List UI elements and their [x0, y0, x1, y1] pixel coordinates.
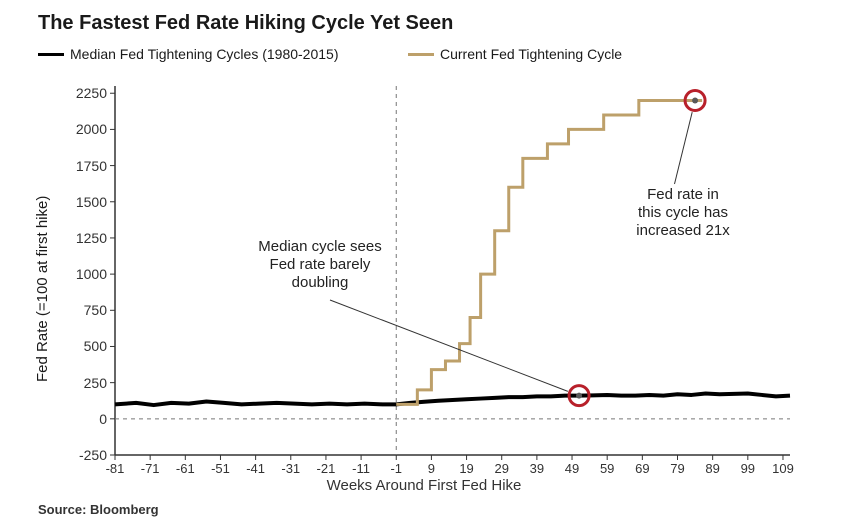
x-tick: 29 [486, 461, 518, 476]
x-tick: -41 [240, 461, 272, 476]
annotation-current: Fed rate inthis cycle hasincreased 21x [598, 186, 768, 240]
x-tick: 99 [732, 461, 764, 476]
y-tick: 1750 [76, 158, 107, 174]
x-tick: 79 [662, 461, 694, 476]
annotation-median: Median cycle seesFed rate barelydoubling [220, 238, 420, 292]
x-tick: 9 [415, 461, 447, 476]
y-tick: 1250 [76, 230, 107, 246]
x-tick: -1 [380, 461, 412, 476]
x-tick: 19 [451, 461, 483, 476]
x-tick: -61 [169, 461, 201, 476]
y-tick: 250 [84, 375, 107, 391]
x-tick: 39 [521, 461, 553, 476]
plot-area [0, 0, 848, 532]
x-tick: 59 [591, 461, 623, 476]
x-tick: -71 [134, 461, 166, 476]
y-tick: 2250 [76, 85, 107, 101]
x-tick: 89 [697, 461, 729, 476]
y-tick: 0 [99, 411, 107, 427]
x-tick: -31 [275, 461, 307, 476]
x-tick: -81 [99, 461, 131, 476]
y-tick: 1500 [76, 194, 107, 210]
y-tick: 2000 [76, 121, 107, 137]
x-tick: 109 [767, 461, 799, 476]
y-tick: 500 [84, 338, 107, 354]
chart-figure: The Fastest Fed Rate Hiking Cycle Yet Se… [0, 0, 848, 532]
x-tick: -51 [204, 461, 236, 476]
y-tick: 1000 [76, 266, 107, 282]
x-tick: -21 [310, 461, 342, 476]
y-tick: 750 [84, 302, 107, 318]
x-tick: 49 [556, 461, 588, 476]
x-tick: 69 [626, 461, 658, 476]
x-tick: -11 [345, 461, 377, 476]
